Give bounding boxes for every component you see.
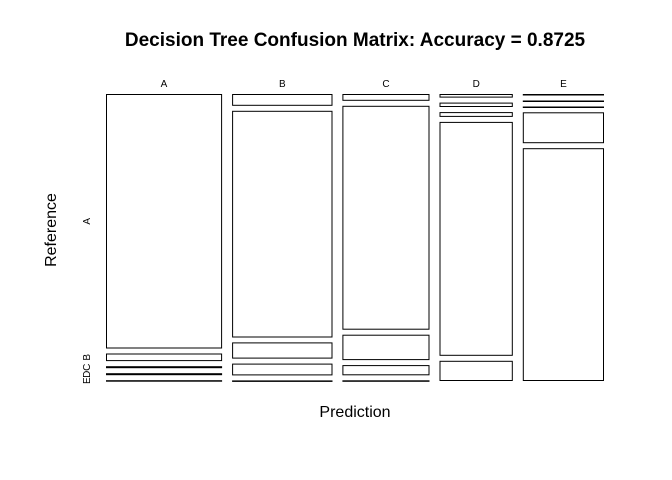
mosaic-cell [439,102,513,107]
x-axis-label: Prediction [319,404,390,421]
mosaic-cell [342,365,430,376]
reference-tick-label: A [82,218,93,225]
mosaic-cell [232,363,333,376]
mosaic-cell [232,110,333,338]
mosaic-cell [232,342,333,359]
mosaic-cell [106,353,223,362]
reference-tick-label: B [82,354,93,361]
mosaic-cell [439,360,513,381]
prediction-tick-label: A [161,79,168,90]
mosaic-cell [106,366,223,369]
mosaic-cell [106,380,223,382]
mosaic-cell [342,380,430,382]
mosaic-cell [522,94,604,96]
mosaic-cell [342,105,430,330]
prediction-tick-label: D [473,79,480,90]
prediction-tick-label: E [560,79,567,90]
mosaic-cell [522,106,604,108]
mosaic-cell [439,121,513,356]
prediction-tick-labels: A B C D E [161,79,567,90]
mosaic-cell [342,94,430,101]
prediction-tick-label: B [279,79,286,90]
mosaic-cell [522,100,604,102]
mosaic-cell [522,112,604,144]
mosaic-cell [522,148,604,381]
mosaic-cell [106,94,223,349]
mosaic-cell [439,94,513,98]
mosaic-cell [439,112,513,117]
mosaic-cell [232,94,333,106]
mosaic-cells [106,94,604,382]
prediction-tick-label: C [382,79,389,90]
reference-tick-label: D [82,371,93,378]
mosaic-cell [232,380,333,382]
reference-tick-label: E [82,377,93,384]
mosaic-cell [342,334,430,361]
reference-tick-label: C [82,364,93,371]
chart-title: Decision Tree Confusion Matrix: Accuracy… [125,30,586,51]
mosaic-cell [106,373,223,376]
y-axis-label: Reference [43,193,60,267]
